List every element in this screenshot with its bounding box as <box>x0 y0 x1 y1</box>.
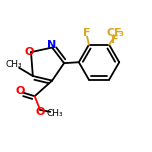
Text: CH₃: CH₃ <box>5 60 22 69</box>
Text: O: O <box>36 107 45 117</box>
Text: CH₃: CH₃ <box>47 109 63 118</box>
Text: F: F <box>111 35 118 45</box>
Text: N: N <box>47 40 57 50</box>
Text: F: F <box>83 28 91 38</box>
Text: O: O <box>15 86 25 96</box>
Text: CF: CF <box>107 28 123 38</box>
Text: 3: 3 <box>119 31 123 37</box>
Text: O: O <box>24 47 33 57</box>
